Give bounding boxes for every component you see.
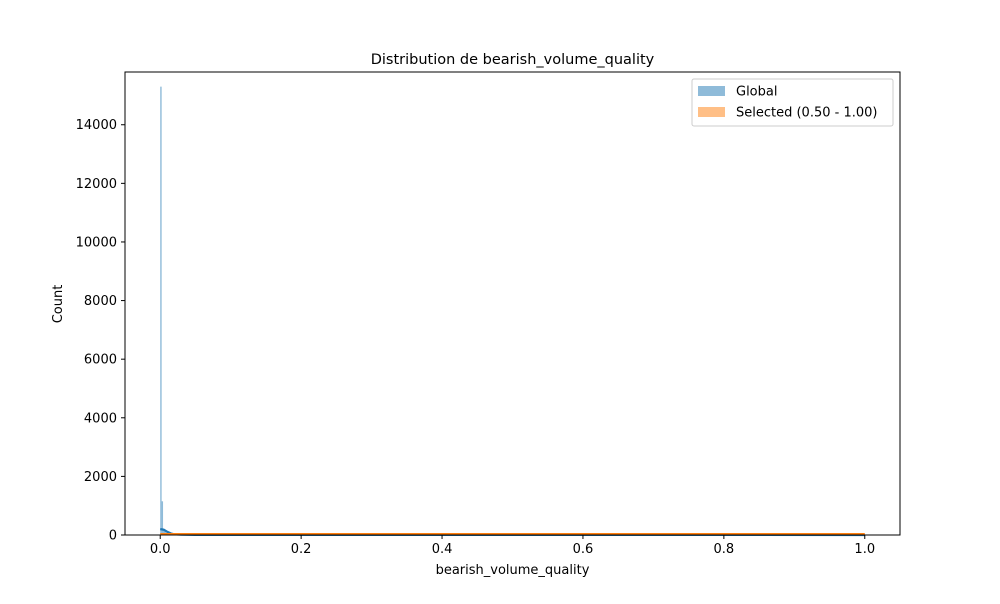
x-tick-label: 0.4 bbox=[432, 542, 453, 557]
x-axis: 0.0 0.2 0.4 0.6 0.8 1.0 bbox=[150, 535, 875, 557]
y-tick-label: 14000 bbox=[76, 118, 117, 133]
plot-frame bbox=[125, 72, 900, 535]
chart-title: Distribution de bearish_volume_quality bbox=[371, 52, 655, 68]
y-tick-label: 0 bbox=[109, 529, 117, 544]
x-tick-label: 0.8 bbox=[714, 542, 735, 557]
y-tick-label: 6000 bbox=[84, 353, 117, 368]
legend-swatch-global bbox=[698, 86, 725, 96]
x-axis-label: bearish_volume_quality bbox=[436, 563, 590, 578]
y-tick-label: 12000 bbox=[76, 177, 117, 192]
legend-label-selected: Selected (0.50 - 1.00) bbox=[736, 106, 877, 121]
y-tick-label: 4000 bbox=[84, 411, 117, 426]
x-tick-label: 0.2 bbox=[291, 542, 312, 557]
y-tick-label: 10000 bbox=[76, 235, 117, 250]
x-tick-label: 0.6 bbox=[573, 542, 594, 557]
legend: Global Selected (0.50 - 1.00) bbox=[692, 79, 893, 126]
y-axis-label: Count bbox=[51, 285, 66, 324]
y-tick-label: 8000 bbox=[84, 294, 117, 309]
bars-layer bbox=[160, 87, 865, 535]
x-tick-label: 1.0 bbox=[854, 542, 875, 557]
bar-global-0 bbox=[160, 87, 161, 535]
x-tick-label: 0.0 bbox=[150, 542, 171, 557]
legend-swatch-selected bbox=[698, 107, 725, 117]
y-tick-label: 2000 bbox=[84, 470, 117, 485]
kde-layer bbox=[160, 529, 865, 535]
legend-label-global: Global bbox=[736, 85, 777, 100]
y-axis: 0 2000 4000 6000 8000 10000 12000 14000 bbox=[76, 118, 125, 543]
